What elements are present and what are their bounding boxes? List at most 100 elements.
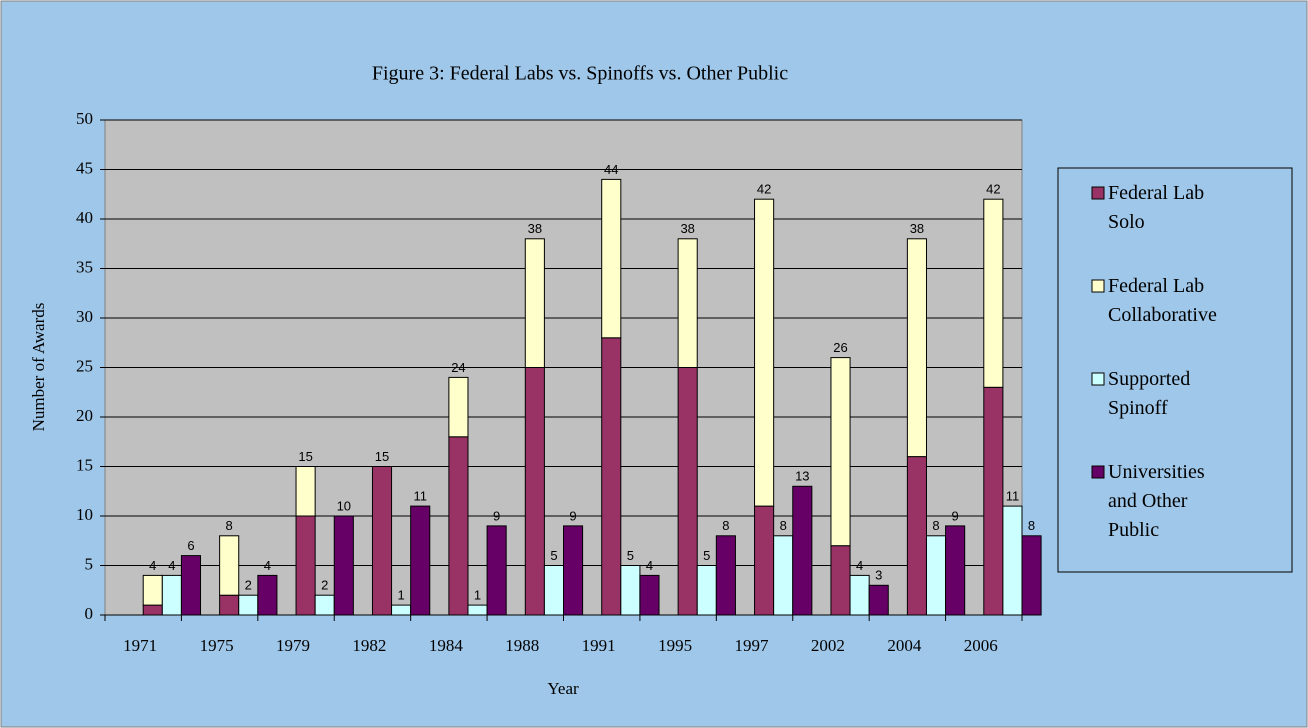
legend-swatch xyxy=(1091,465,1105,479)
data-label: 1 xyxy=(397,588,404,603)
data-label: 42 xyxy=(757,182,771,197)
data-label: 4 xyxy=(264,558,271,573)
bar xyxy=(906,456,927,616)
legend-swatch xyxy=(1091,372,1105,386)
data-label: 11 xyxy=(413,489,427,504)
legend-label: Universities and Other Public xyxy=(1108,461,1205,541)
x-tick-label: 1988 xyxy=(505,636,539,655)
bar xyxy=(677,238,698,368)
bar xyxy=(830,545,851,616)
bar xyxy=(219,594,240,616)
x-tick-label: 2006 xyxy=(964,636,998,655)
legend-label: Supported Spinoff xyxy=(1108,368,1190,419)
data-label: 26 xyxy=(833,340,847,355)
bar xyxy=(754,198,775,507)
bar xyxy=(906,238,927,458)
legend-label: Federal Lab Solo xyxy=(1108,182,1204,233)
y-tick-label: 45 xyxy=(76,158,93,177)
data-label: 38 xyxy=(680,221,694,236)
bar xyxy=(754,505,775,616)
bar xyxy=(543,565,564,616)
bar xyxy=(524,238,545,368)
bar xyxy=(563,525,584,616)
data-label: 38 xyxy=(910,221,924,236)
data-label: 1 xyxy=(474,588,481,603)
bar xyxy=(448,436,469,616)
bar xyxy=(696,565,717,616)
bar xyxy=(639,574,660,616)
bar xyxy=(830,357,851,547)
y-tick-label: 30 xyxy=(76,307,93,326)
bar xyxy=(295,466,316,517)
bar xyxy=(1021,535,1042,616)
bar xyxy=(486,525,507,616)
bar xyxy=(142,574,163,606)
data-label: 9 xyxy=(569,508,576,523)
bar xyxy=(391,604,412,616)
x-tick-label: 1975 xyxy=(200,636,234,655)
x-tick-label: 1979 xyxy=(276,636,310,655)
bar xyxy=(677,367,698,616)
x-tick-label: 2004 xyxy=(887,636,922,655)
data-label: 4 xyxy=(856,558,863,573)
data-label: 38 xyxy=(528,221,542,236)
bar xyxy=(849,574,870,616)
legend-swatch xyxy=(1091,186,1105,200)
bar xyxy=(161,574,182,616)
data-label: 6 xyxy=(187,538,194,553)
y-tick-label: 10 xyxy=(76,505,93,524)
data-label: 24 xyxy=(451,360,465,375)
bar xyxy=(371,466,393,616)
bar xyxy=(983,386,1004,616)
bar xyxy=(868,584,889,616)
data-label: 4 xyxy=(149,558,156,573)
x-tick-label: 1995 xyxy=(658,636,692,655)
bar xyxy=(467,604,488,616)
y-tick-label: 5 xyxy=(85,554,94,573)
data-label: 10 xyxy=(337,498,351,513)
bar xyxy=(945,525,966,616)
bar xyxy=(219,535,240,596)
x-tick-label: 1971 xyxy=(123,636,157,655)
bar xyxy=(620,565,641,616)
bar xyxy=(238,594,259,616)
y-tick-label: 0 xyxy=(85,604,94,623)
y-tick-label: 50 xyxy=(76,109,93,128)
data-label: 5 xyxy=(703,548,710,563)
bar xyxy=(314,594,335,616)
y-tick-label: 35 xyxy=(76,257,93,276)
y-tick-label: 25 xyxy=(76,356,93,375)
y-tick-label: 40 xyxy=(76,208,93,227)
bar xyxy=(792,485,813,616)
bar xyxy=(1002,505,1023,616)
bar xyxy=(448,376,469,438)
data-label: 5 xyxy=(627,548,634,563)
y-axis-label: Number of Awards xyxy=(29,303,48,432)
bar xyxy=(524,367,545,616)
data-label: 11 xyxy=(1006,489,1020,504)
bar xyxy=(410,505,431,616)
data-label: 4 xyxy=(168,558,175,573)
data-label: 44 xyxy=(604,162,618,177)
bar xyxy=(715,535,736,616)
bar xyxy=(773,535,794,616)
data-label: 8 xyxy=(1028,518,1035,533)
legend xyxy=(1057,167,1293,573)
y-tick-label: 20 xyxy=(76,406,93,425)
data-label: 42 xyxy=(986,182,1000,197)
data-label: 4 xyxy=(646,558,653,573)
bar xyxy=(257,574,278,616)
bar xyxy=(925,535,947,616)
chart-title: Figure 3: Federal Labs vs. Spinoffs vs. … xyxy=(372,63,788,85)
bar xyxy=(333,515,354,616)
data-label: 8 xyxy=(780,518,787,533)
bar xyxy=(601,337,622,616)
bar xyxy=(295,515,316,616)
bar xyxy=(601,178,622,339)
x-tick-label: 2002 xyxy=(811,636,845,655)
data-label: 15 xyxy=(298,449,312,464)
y-tick-label: 15 xyxy=(76,455,93,474)
bar xyxy=(983,198,1004,388)
data-label: 13 xyxy=(795,469,809,484)
